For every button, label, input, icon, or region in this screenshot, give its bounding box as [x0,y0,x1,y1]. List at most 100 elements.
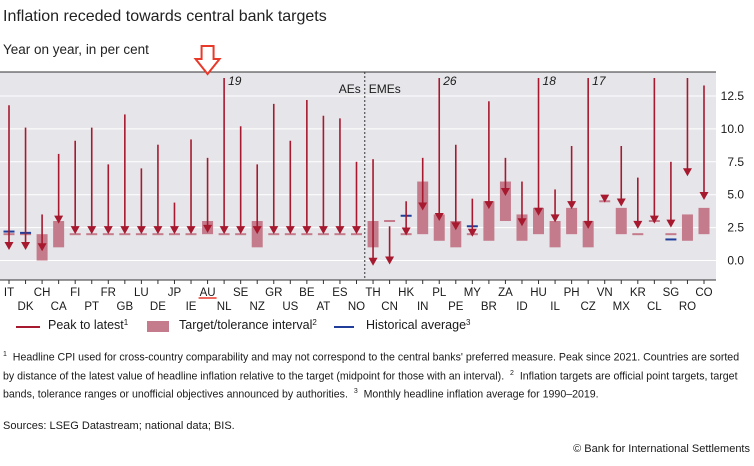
arrow-head [252,226,262,235]
arrow-head [368,257,378,266]
x-tick-label: VN [597,287,613,299]
sources: Sources: LSEG Datastream; national data;… [3,420,235,432]
x-tick-label: DK [18,301,34,313]
legend-box-swatch [147,321,169,332]
arrow-head [418,202,428,211]
x-tick-label: GR [265,287,282,299]
arrow-head [583,220,593,229]
highlight-arrow-down-icon [193,45,222,76]
arrow-head [699,191,709,200]
legend-label: Peak to latest [48,318,124,332]
x-tick-label: MY [464,287,482,299]
x-tick-label: IT [4,287,14,299]
arrow-head [352,226,361,235]
arrow-head [600,194,610,203]
x-tick-label: PL [432,287,447,299]
y-tick-label: 7.5 [727,155,744,169]
x-tick-label: FI [70,287,80,299]
arrow-head [616,198,626,207]
target-band [615,207,627,235]
arrow-head [186,226,196,235]
plot-background [0,72,716,280]
off-scale-peak-label: 17 [592,74,607,88]
off-scale-peak-label: 26 [442,74,457,88]
arrow-head [169,226,179,235]
target-band [516,214,528,241]
arrow-head [236,226,246,235]
x-tick-label: HK [398,287,414,299]
arrow-head [203,224,213,233]
arrow-head [649,215,659,224]
arrow-head [500,188,510,197]
target-band [549,221,561,248]
x-tick-label: KR [630,287,646,299]
target-band [582,221,594,248]
x-tick-label: NO [348,301,365,313]
x-tick-label: CZ [580,301,595,313]
x-tick-label: IN [417,301,429,313]
target-band [53,221,65,248]
x-tick-label: SE [233,287,249,299]
copyright: © Bank for International Settlements [573,443,750,455]
arrow-head [318,226,328,235]
x-tick-label: IL [550,301,560,313]
x-tick-label: ES [332,287,348,299]
arrow-head [550,214,560,223]
arrow-head [302,226,312,235]
x-tick-label: US [282,301,298,313]
off-scale-peak-label: 19 [228,74,242,88]
arrow-head [467,228,477,237]
x-tick-label: PE [448,301,464,313]
x-tick-label: RO [679,301,696,313]
arrow-head [103,226,113,235]
arrow-head [219,226,229,235]
arrow-head [153,226,163,235]
x-tick-label: BE [299,287,315,299]
arrow-head [136,226,146,235]
legend-line-swatch [16,326,40,328]
x-tick-label: MX [613,301,631,313]
legend-label: Target/tolerance interval [179,318,313,332]
legend-footnote-ref: 3 [466,318,471,327]
arrow-head [434,213,444,222]
arrow-head [682,168,692,177]
x-tick-label: CH [34,287,51,299]
x-tick-label: NZ [250,301,265,313]
footnotes: 1 Headline CPI used for cross-country co… [3,351,740,401]
x-tick-label: CA [51,301,67,313]
chart-subtitle: Year on year, in per cent [3,42,149,57]
target-band [566,207,578,235]
y-tick-label: 5.0 [727,188,744,202]
y-tick-label: 12.5 [721,89,745,103]
arrow-head [666,219,676,228]
arrow-head [567,201,577,210]
footnote-2: Inflation targets are official point tar… [3,370,738,401]
footnote-1: Headline CPI used for cross-country comp… [3,351,740,383]
group-label-aes: AEs [339,82,361,96]
x-tick-label: NL [217,301,232,313]
legend-dash-swatch [334,326,354,328]
arrow-head [451,222,461,231]
footnote-3: Monthly headline inflation average for 1… [363,388,599,401]
target-band [499,181,511,222]
x-tick-label: TH [365,287,380,299]
arrow-head [401,227,411,236]
x-tick-label: PT [84,301,99,313]
x-tick-label: PH [564,287,580,299]
target-band [450,221,462,248]
arrow-head [4,241,14,250]
arrow-head [633,220,643,229]
arrow-head [534,207,544,216]
off-scale-peak-label: 18 [543,74,557,88]
arrow-head [37,243,47,252]
legend-footnote-ref: 2 [312,318,317,327]
x-tick-label: IE [186,301,197,313]
group-label-emes: EMEs [369,82,401,96]
x-tick-label: HU [530,287,547,299]
arrow-head [54,215,64,224]
x-tick-label: JP [168,287,182,299]
x-tick-label: DE [150,301,166,313]
x-tick-label: ZA [498,287,513,299]
chart-title: Inflation receded towards central bank t… [3,8,327,25]
